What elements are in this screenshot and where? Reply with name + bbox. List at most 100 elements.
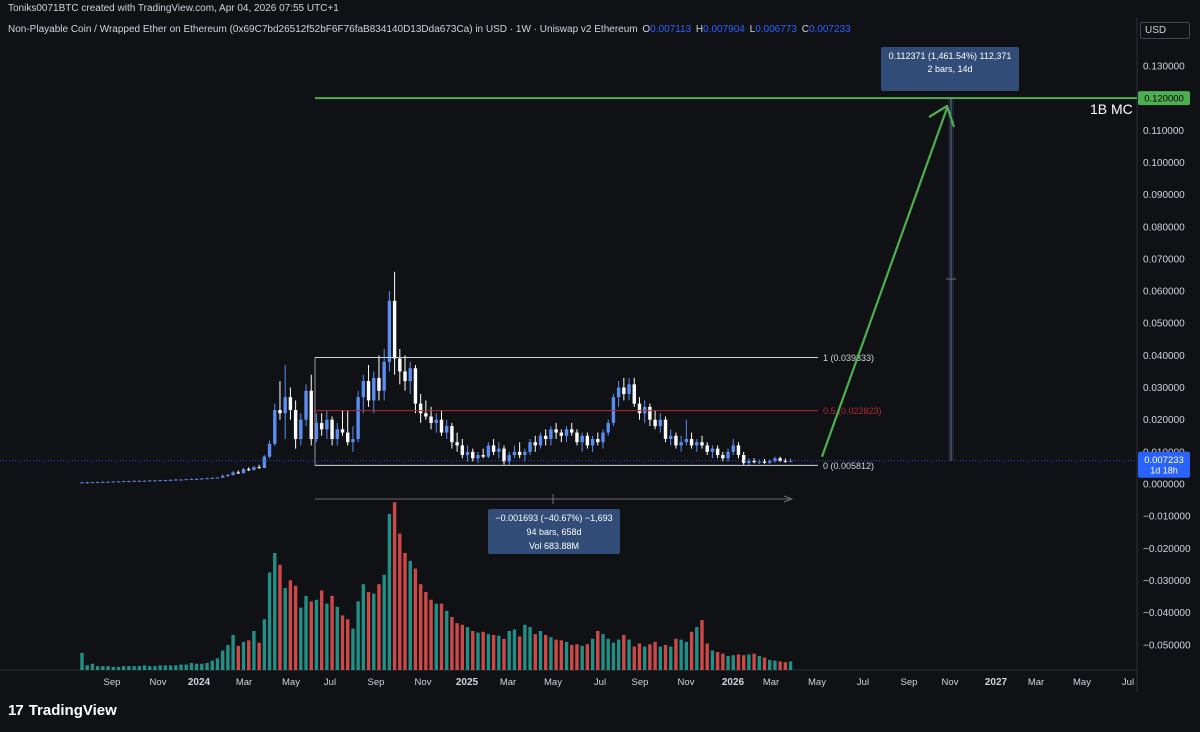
candle-body	[90, 482, 95, 484]
candle-body	[788, 460, 793, 462]
candle-body	[523, 451, 527, 456]
volume-bar	[471, 631, 475, 670]
volume-bar	[220, 650, 225, 670]
volume-bar	[288, 580, 293, 670]
candle-body	[517, 451, 522, 456]
candle-body	[752, 460, 756, 463]
volume-bar	[174, 665, 178, 670]
volume-bar	[132, 666, 136, 670]
annotations[interactable]: −0.001693 (−40.67%) −1,693 94 bars, 658d V…	[0, 47, 1190, 554]
price-axis[interactable]: 0.130000 0.110000 0.100000 0.090000 0.080000…	[1143, 61, 1191, 651]
volume-bar	[616, 639, 621, 670]
volume-bar	[689, 631, 694, 670]
candle-body	[382, 361, 386, 391]
candle-body	[299, 419, 303, 439]
volume-bar	[590, 638, 595, 670]
volume-bar	[596, 631, 600, 670]
candle-body	[710, 448, 715, 452]
volume-bar	[153, 666, 157, 670]
time-axis[interactable]: Sep Nov 2024 Mar May Jul Sep Nov 2025 Mar May Jul Se…	[104, 677, 1135, 688]
volume-bar	[241, 641, 246, 670]
time-tick-label: Sep	[104, 677, 121, 688]
volume-bar	[710, 650, 715, 670]
volume-bar	[111, 666, 115, 670]
volume-bar	[700, 620, 704, 670]
candle-body	[778, 458, 782, 461]
candle-body	[137, 480, 142, 482]
candle-body	[590, 438, 595, 446]
last-price-label-bg	[1138, 451, 1190, 478]
time-tick-label: Jul	[324, 677, 336, 688]
candle-body	[267, 443, 272, 457]
volume-bar	[502, 638, 506, 670]
volume-bar	[601, 634, 605, 670]
candle-body	[471, 451, 475, 459]
open-value: 0.007113	[650, 24, 692, 35]
candle-body	[210, 477, 214, 479]
volume-bar	[116, 666, 121, 670]
volume-bar	[512, 629, 517, 670]
volume-bar	[585, 644, 590, 670]
time-tick-label: 2027	[985, 677, 1008, 688]
volume-bar	[142, 665, 147, 670]
candle-body	[455, 442, 459, 446]
candle-body	[731, 445, 735, 452]
volume-bar	[335, 606, 339, 670]
candle-body	[669, 435, 673, 439]
volume-bar	[319, 590, 324, 670]
open-label: O	[642, 24, 651, 35]
candle-body	[247, 469, 251, 471]
measure-range-volume: Vol 683.88M	[529, 541, 579, 551]
volume-bar	[726, 655, 730, 670]
volume-bar	[549, 637, 553, 670]
currency-selector[interactable]: USD	[1140, 22, 1190, 39]
price-tick-label: 0.000000	[1143, 480, 1185, 491]
price-tick-label: 0.110000	[1143, 126, 1184, 137]
volume-bar	[356, 601, 360, 670]
volume-bar	[679, 639, 683, 670]
volume-bar	[299, 607, 303, 670]
candle-body	[304, 390, 308, 420]
volume-bar	[611, 642, 616, 670]
candle-body	[392, 300, 397, 359]
volume-bars	[80, 502, 793, 670]
candle-body	[705, 445, 709, 452]
price-tick-label: 0.030000	[1143, 383, 1185, 394]
price-tick-label: 0.100000	[1143, 158, 1185, 169]
candle-body	[663, 419, 668, 439]
volume-bar	[507, 631, 511, 670]
volume-bar	[752, 653, 756, 670]
candle-body	[361, 381, 366, 398]
symbol-title[interactable]: Non-Playable Coin / Wrapped Ether on Eth…	[8, 24, 638, 35]
volume-bar	[351, 628, 355, 670]
candle-body	[757, 461, 761, 463]
candle-body	[502, 448, 506, 462]
candle-body	[387, 300, 392, 362]
candle-body	[257, 467, 261, 469]
symbol-info-bar[interactable]: Non-Playable Coin / Wrapped Ether on Eth…	[8, 24, 851, 35]
volume-bar	[648, 644, 652, 670]
volume-bar	[768, 659, 772, 670]
candle-body	[486, 445, 491, 457]
candle-body	[309, 390, 313, 439]
tradingview-logo[interactable]: 17 TradingView	[8, 702, 117, 719]
fib-retracement[interactable]: 1 (0.039333) 0.5 (0.022823) 0 (0.005812)	[314, 353, 882, 471]
candle-body	[601, 432, 605, 443]
volume-bar	[543, 634, 548, 670]
price-tick-label: 0.130000	[1143, 61, 1185, 72]
volume-bar	[606, 638, 610, 670]
volume-bar	[627, 639, 631, 670]
price-tick-label: −0.030000	[1143, 576, 1191, 587]
volume-bar	[674, 638, 678, 670]
time-tick-label: May	[544, 677, 562, 688]
candle-body	[741, 455, 746, 464]
volume-bar	[408, 560, 412, 670]
price-chart[interactable]: 0.130000 0.110000 0.100000 0.090000 0.080000…	[0, 0, 1200, 692]
volume-bar	[372, 593, 376, 670]
candle-body	[121, 481, 126, 483]
candle-body	[465, 451, 470, 456]
candle-body	[408, 368, 412, 382]
candle-body	[632, 384, 636, 404]
candlesticks	[80, 271, 793, 484]
time-tick-label: Mar	[500, 677, 516, 688]
